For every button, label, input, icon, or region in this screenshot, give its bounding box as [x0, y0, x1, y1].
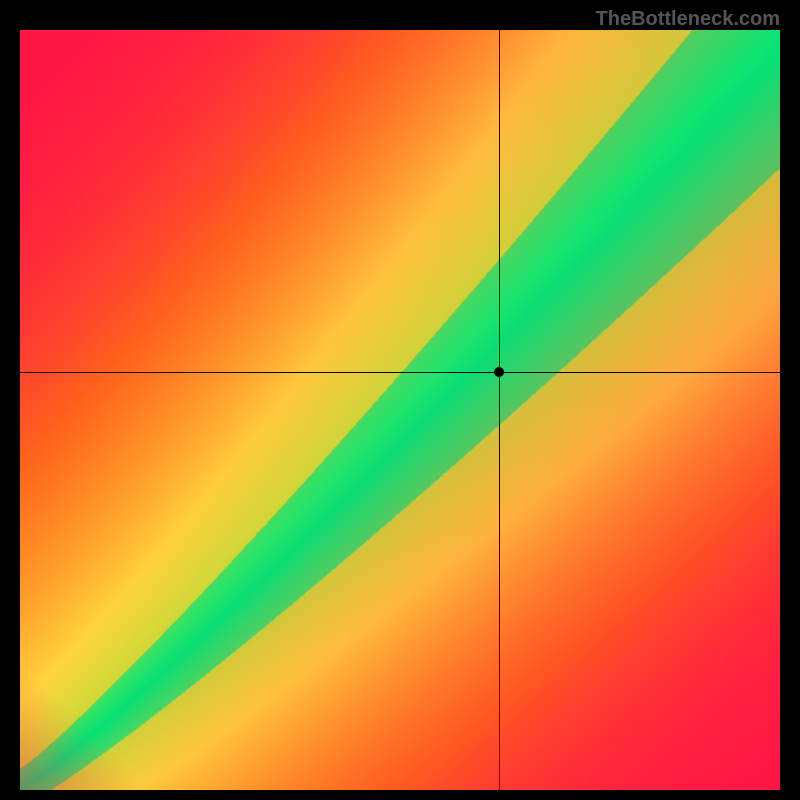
crosshair-vertical	[499, 30, 500, 790]
watermark-text: TheBottleneck.com	[596, 8, 780, 31]
heatmap-canvas	[20, 30, 780, 790]
crosshair-marker	[494, 367, 504, 377]
chart-container: TheBottleneck.com	[0, 0, 800, 800]
plot-area	[20, 30, 780, 790]
crosshair-horizontal	[20, 372, 780, 373]
